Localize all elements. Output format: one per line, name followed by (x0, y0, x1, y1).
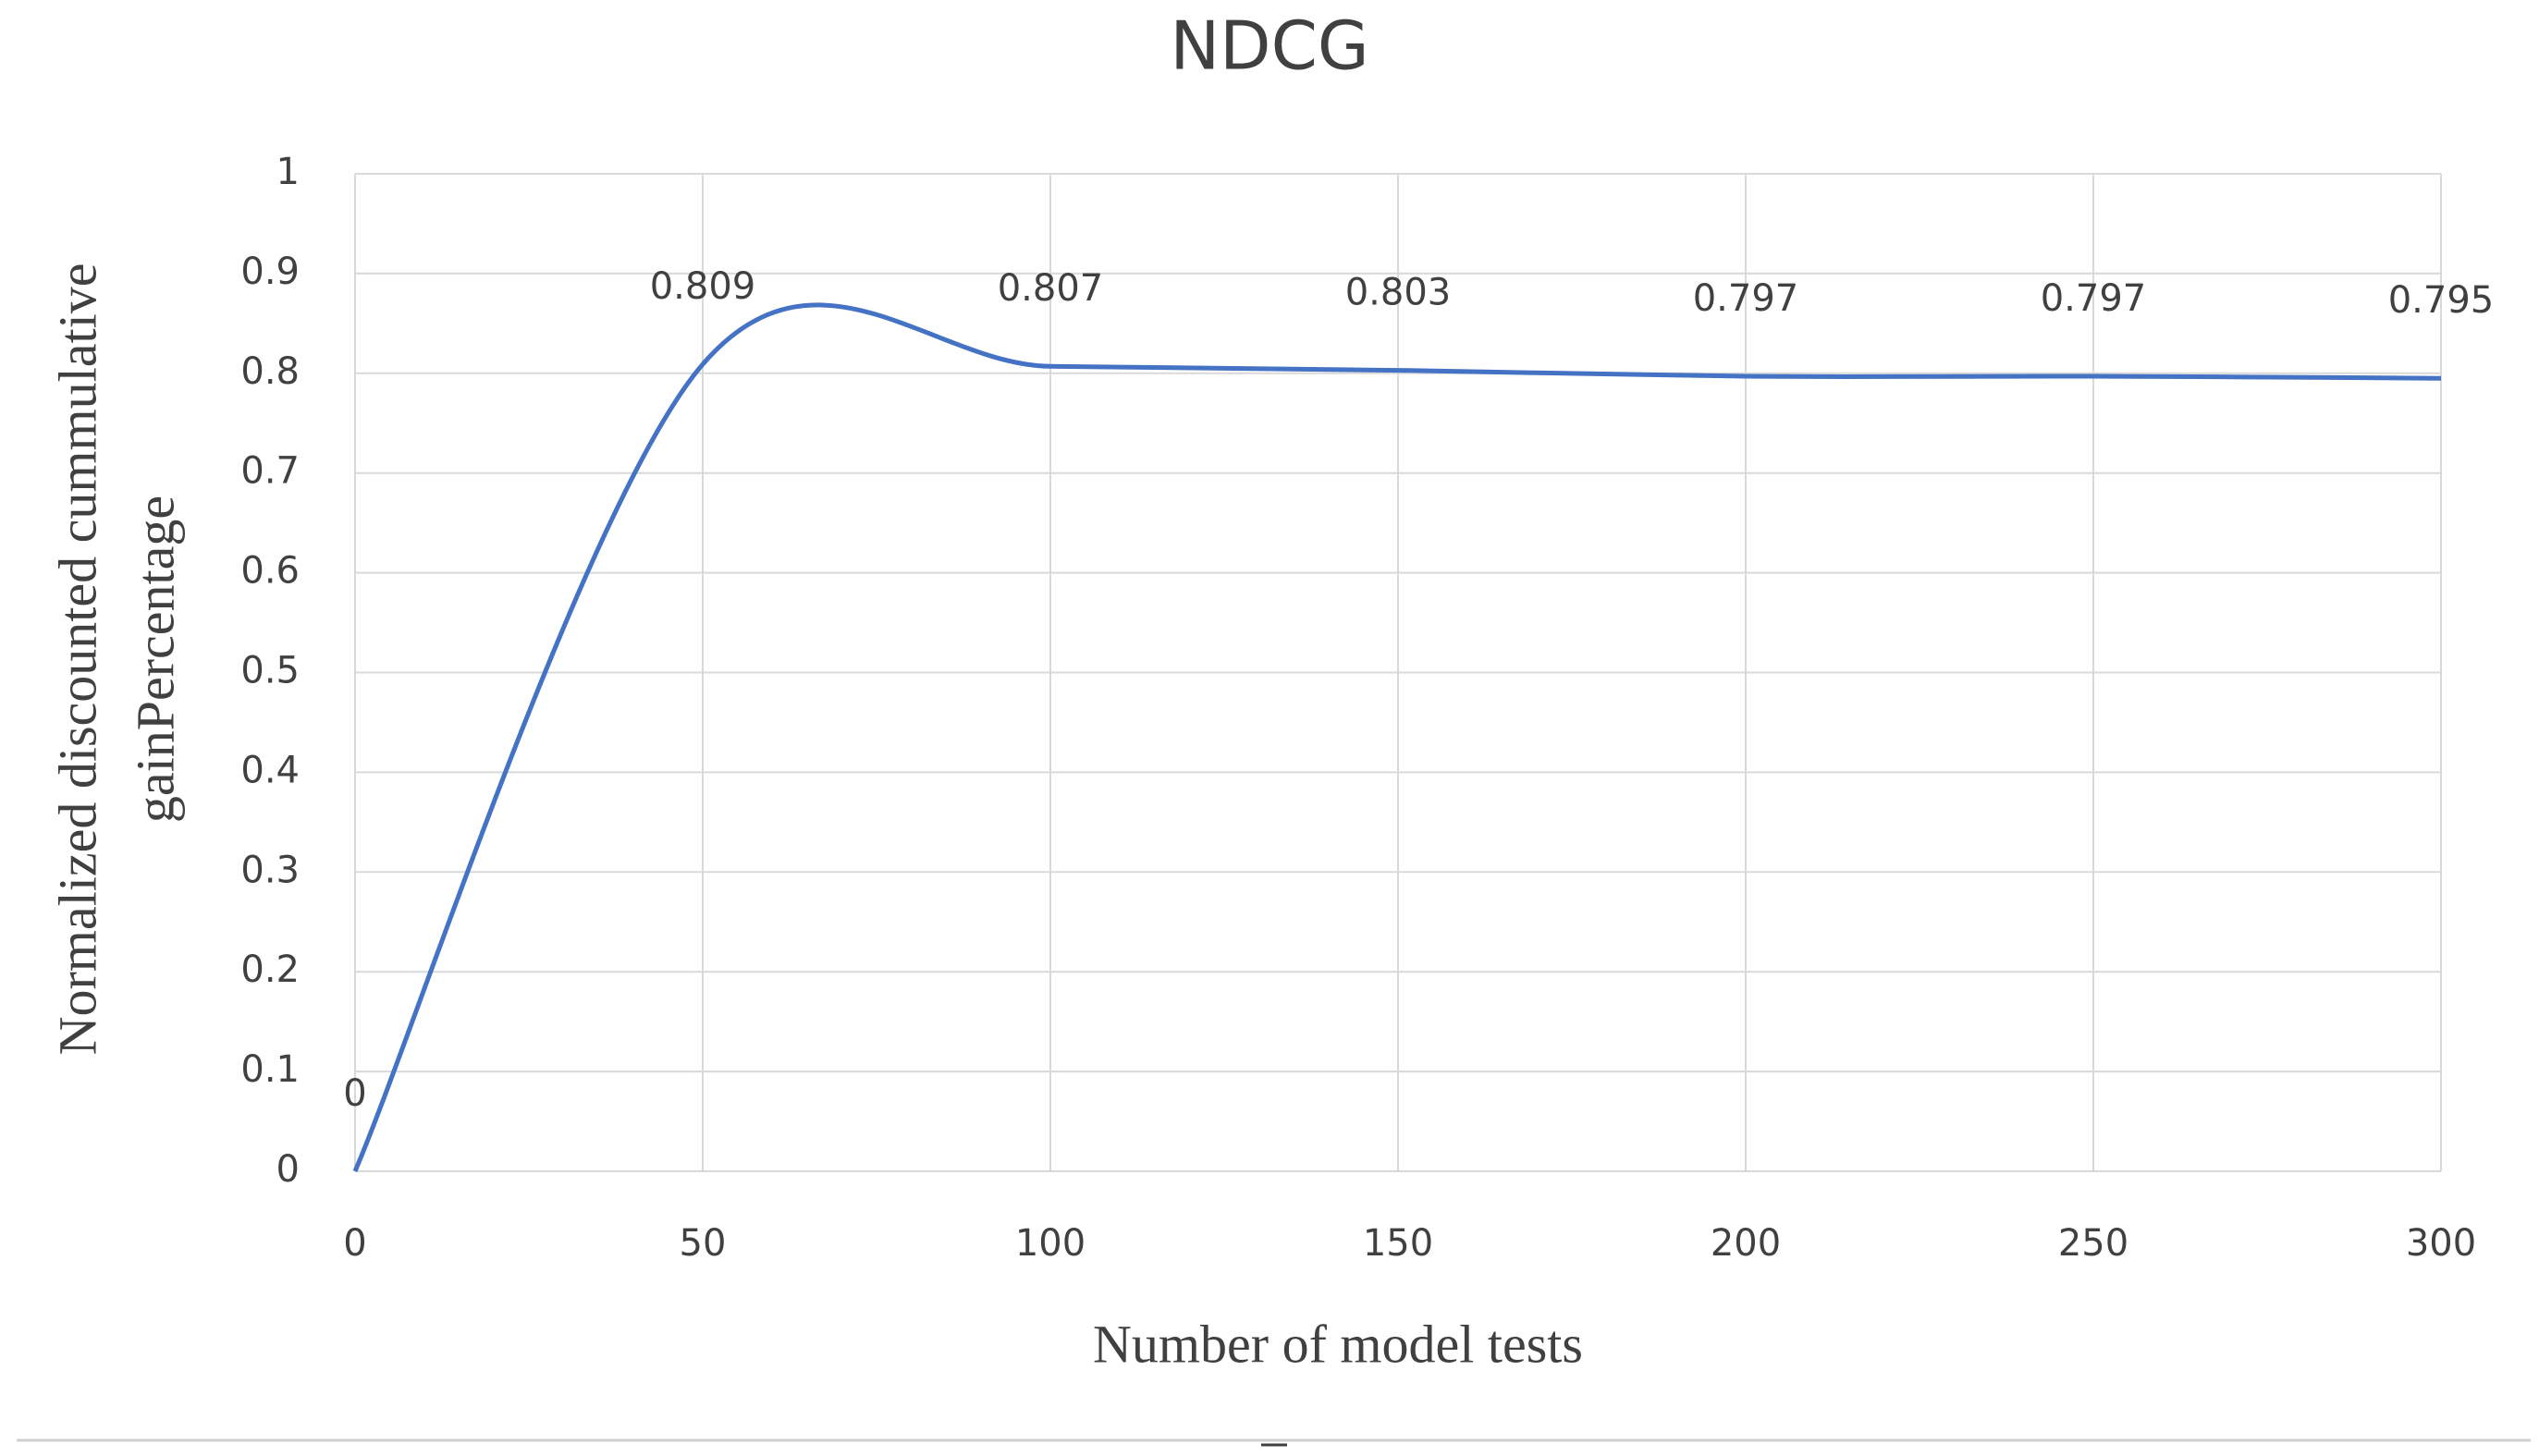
x-tick-label: 250 (2058, 1222, 2128, 1265)
y-tick-label: 0.4 (240, 749, 300, 791)
x-axis-title: Number of model tests (1093, 1314, 1583, 1374)
data-label: 0 (343, 1072, 366, 1115)
y-tick-label: 1 (276, 151, 300, 193)
y-axis-title-line: gainPercentage (125, 496, 185, 823)
y-tick-label: 0 (276, 1148, 300, 1191)
y-axis-title: Normalized discounted cummulative gainPe… (47, 263, 185, 1056)
y-tick-label: 0.3 (240, 849, 300, 891)
y-axis-title-line: Normalized discounted cummulative (47, 263, 107, 1056)
y-tick-label: 0.7 (240, 450, 300, 493)
x-tick-label: 200 (1711, 1222, 1781, 1265)
y-tick-label: 0.5 (240, 650, 300, 692)
data-label: 0.807 (998, 267, 1104, 310)
data-label: 0.797 (2041, 277, 2147, 320)
data-label: 0.803 (1345, 272, 1452, 314)
data-label: 0.809 (650, 265, 756, 308)
chart-title: NDCG (1170, 7, 1368, 85)
x-tick-label: 150 (1363, 1222, 1433, 1265)
y-tick-label: 0.2 (240, 948, 300, 991)
y-tick-label: 0.1 (240, 1048, 300, 1091)
x-tick-label: 0 (343, 1222, 366, 1265)
x-tick-label: 300 (2406, 1222, 2476, 1265)
data-label: 0.795 (2388, 279, 2495, 322)
y-tick-label: 0.6 (240, 550, 300, 593)
data-line (352, 302, 2442, 1172)
y-tick-label: 0.8 (240, 350, 300, 393)
x-tick-label: 100 (1015, 1222, 1086, 1265)
x-tick-label: 50 (680, 1222, 727, 1265)
y-tick-label: 0.9 (240, 251, 300, 293)
data-label: 0.797 (1693, 277, 1799, 320)
